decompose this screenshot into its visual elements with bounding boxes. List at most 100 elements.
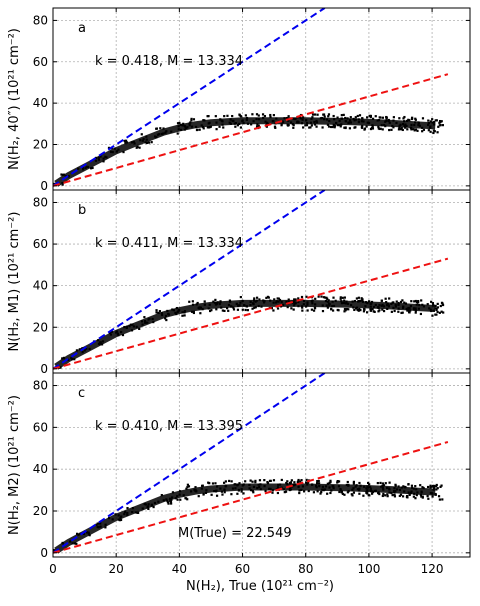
data-point bbox=[306, 481, 309, 484]
data-point bbox=[337, 480, 341, 483]
data-point bbox=[155, 311, 158, 314]
data-point bbox=[355, 297, 358, 300]
data-point bbox=[384, 297, 387, 300]
data-point bbox=[126, 506, 129, 510]
data-point bbox=[399, 493, 403, 496]
data-point bbox=[393, 309, 396, 313]
data-point bbox=[408, 493, 411, 496]
data-point bbox=[440, 120, 443, 123]
data-point bbox=[152, 505, 155, 509]
data-point bbox=[273, 298, 276, 301]
data-point bbox=[437, 125, 440, 128]
data-point bbox=[330, 307, 333, 311]
data-point bbox=[276, 307, 280, 310]
data-point bbox=[440, 484, 443, 487]
y-tick-label: 20 bbox=[33, 138, 48, 152]
data-point bbox=[422, 128, 426, 131]
data-point bbox=[270, 307, 273, 310]
data-point bbox=[286, 480, 289, 483]
data-point bbox=[427, 119, 430, 122]
data-point bbox=[272, 309, 275, 312]
data-point bbox=[397, 310, 400, 313]
data-point bbox=[414, 311, 417, 314]
data-point bbox=[53, 548, 55, 552]
data-point bbox=[316, 490, 319, 493]
data-point bbox=[410, 117, 414, 120]
data-point bbox=[426, 485, 430, 489]
data-point bbox=[319, 492, 322, 495]
data-point bbox=[336, 481, 339, 484]
data-point bbox=[434, 307, 437, 310]
data-point bbox=[436, 310, 439, 313]
data-point bbox=[49, 365, 51, 367]
data-point bbox=[326, 306, 329, 309]
data-point bbox=[344, 309, 347, 312]
data-point bbox=[435, 308, 438, 312]
data-point bbox=[327, 299, 330, 302]
data-point bbox=[403, 115, 406, 119]
data-point bbox=[284, 490, 288, 493]
data-point bbox=[358, 308, 361, 311]
data-point bbox=[350, 493, 353, 496]
data-point bbox=[221, 493, 224, 496]
data-point bbox=[208, 309, 212, 313]
data-point bbox=[290, 479, 293, 482]
data-point bbox=[326, 123, 330, 126]
data-point bbox=[379, 127, 382, 130]
data-point bbox=[346, 491, 349, 494]
data-point bbox=[234, 125, 237, 128]
data-point bbox=[138, 146, 141, 149]
data-point bbox=[49, 182, 51, 184]
data-point bbox=[436, 487, 439, 490]
data-point bbox=[414, 118, 417, 121]
data-point bbox=[147, 141, 151, 144]
data-point bbox=[403, 301, 406, 304]
data-point bbox=[321, 309, 325, 313]
data-point bbox=[89, 167, 93, 170]
data-point bbox=[238, 482, 241, 485]
data-point bbox=[273, 125, 277, 128]
data-point bbox=[76, 532, 79, 535]
y-tick-label: 60 bbox=[33, 55, 48, 69]
y-tick-label: 0 bbox=[40, 179, 48, 193]
data-point bbox=[384, 482, 387, 485]
data-point bbox=[356, 308, 359, 311]
data-point bbox=[236, 492, 239, 495]
x-tick-label: 120 bbox=[421, 562, 444, 576]
data-point bbox=[434, 313, 437, 316]
data-point bbox=[50, 549, 52, 551]
y-axis-label: N(H₂, 40″) (10²¹ cm⁻²) bbox=[7, 28, 22, 170]
data-point bbox=[232, 308, 236, 311]
data-point bbox=[434, 304, 437, 307]
data-point bbox=[416, 129, 419, 132]
data-point bbox=[253, 306, 256, 309]
data-point bbox=[394, 483, 397, 486]
data-point bbox=[255, 296, 259, 299]
data-point bbox=[169, 499, 172, 503]
data-point bbox=[301, 309, 304, 312]
panel-annotation-2: M(True) = 22.549 bbox=[178, 526, 292, 541]
data-point bbox=[214, 115, 217, 118]
data-point bbox=[348, 127, 351, 130]
data-point bbox=[269, 113, 272, 117]
data-point bbox=[214, 482, 217, 485]
data-point bbox=[398, 494, 401, 498]
data-point bbox=[311, 113, 315, 116]
scatter-band-core bbox=[54, 483, 436, 554]
data-point bbox=[358, 492, 361, 495]
data-point bbox=[325, 296, 328, 299]
data-point bbox=[429, 130, 432, 133]
data-point bbox=[158, 310, 162, 313]
data-point bbox=[223, 491, 226, 494]
data-point bbox=[51, 366, 53, 368]
data-point bbox=[362, 310, 366, 313]
data-point bbox=[192, 310, 195, 313]
data-point bbox=[393, 495, 397, 498]
data-point bbox=[339, 297, 342, 300]
data-point bbox=[439, 485, 442, 488]
data-point bbox=[358, 299, 362, 303]
data-point bbox=[402, 485, 405, 488]
data-point bbox=[215, 308, 218, 311]
data-point bbox=[331, 125, 334, 129]
